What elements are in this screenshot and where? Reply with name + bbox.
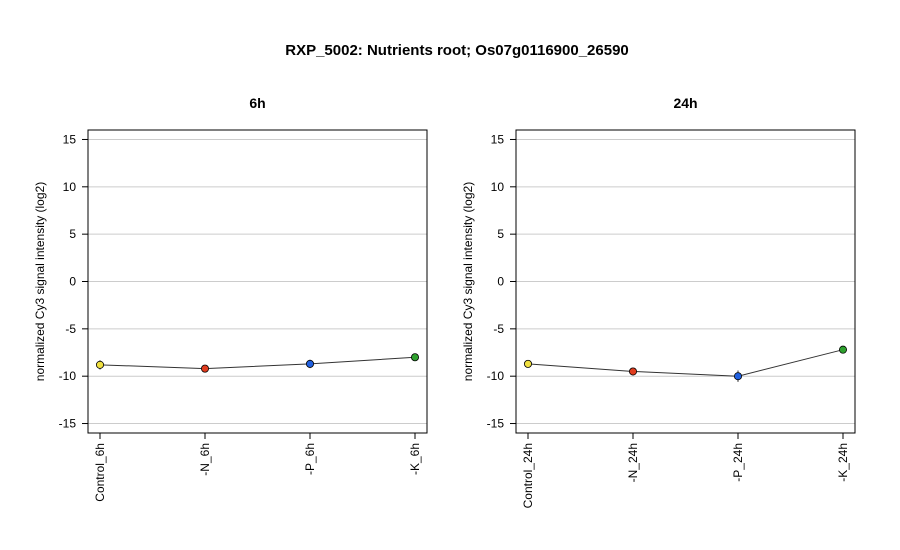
series-line [99, 356, 416, 370]
chart-panels: -15 -10 -5 0 5 10 15 Control_6h -N_6h -P_6h -K_6h 6… [33, 95, 856, 508]
data-point [839, 345, 848, 354]
x-tick-label: -K_24h [836, 443, 850, 482]
series-line [527, 349, 844, 377]
x-tick-label: -P_6h [303, 443, 317, 475]
y-tick-label: 5 [69, 227, 76, 241]
x-tick-label: Control_24h [521, 443, 535, 508]
chart-panel-2: -15 -10 -5 0 5 10 15 Control_24h -N_24h -P_24h -K_… [461, 95, 856, 508]
chart-panel-1: -15 -10 -5 0 5 10 15 Control_6h -N_6h -P_6h -K_6h 6… [33, 95, 428, 502]
panel-title: 6h [249, 95, 265, 111]
data-point [524, 359, 533, 368]
x-tick-label: Control_6h [93, 443, 107, 502]
plot-frame [87, 129, 428, 434]
y-tick-label: -5 [65, 322, 76, 336]
y-tick-label: 0 [497, 275, 504, 289]
data-point [629, 367, 638, 376]
data-point [200, 364, 209, 373]
y-tick-label: -15 [59, 417, 77, 431]
y-tick-label: 15 [491, 132, 505, 146]
panel-title: 24h [673, 95, 697, 111]
data-point [734, 372, 743, 381]
y-axis-label: normalized Cy3 signal intensity (log2) [461, 182, 475, 381]
y-tick-label: 15 [63, 132, 77, 146]
x-tick-label: -N_6h [198, 443, 212, 476]
data-point [410, 353, 419, 362]
x-tick-label: -P_24h [731, 443, 745, 482]
y-tick-label: 5 [497, 227, 504, 241]
x-tick-label: -K_6h [408, 443, 422, 475]
y-tick-label: -10 [59, 369, 77, 383]
y-tick-label: 10 [491, 180, 505, 194]
y-tick-label: -15 [487, 417, 505, 431]
y-axis-label: normalized Cy3 signal intensity (log2) [33, 182, 47, 381]
data-point [96, 360, 105, 369]
y-tick-label: 0 [69, 275, 76, 289]
data-point [305, 359, 314, 368]
y-tick-label: -10 [487, 369, 505, 383]
plot-frame [515, 129, 856, 434]
y-tick-label: 10 [63, 180, 77, 194]
y-tick-label: -5 [493, 322, 504, 336]
x-tick-label: -N_24h [626, 443, 640, 482]
figure-title: RXP_5002: Nutrients root; Os07g0116900_2… [285, 42, 629, 59]
